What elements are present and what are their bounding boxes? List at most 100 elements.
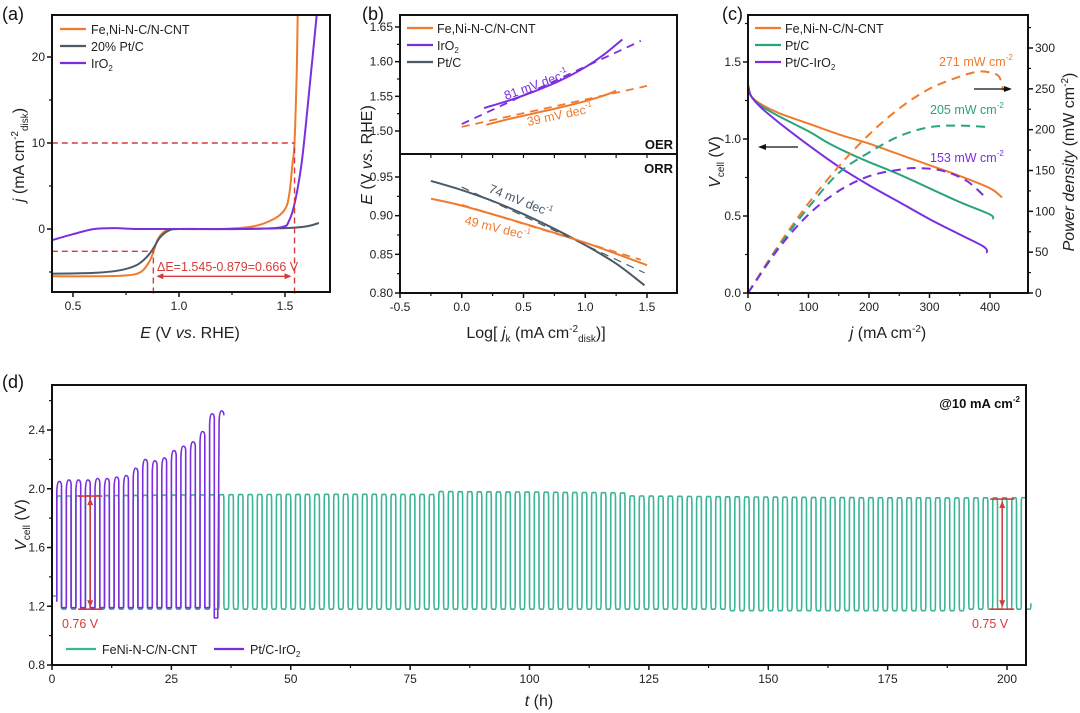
panel-c-right-ytick-label: 200	[1035, 123, 1055, 137]
panel-a-lsv-chart: 0.5 1.0 1.5 0 10 20 Fe,Ni-N-C/N-CNT 20% Pt/C …	[10, 14, 331, 342]
series-line-20-pt-c	[52, 222, 320, 275]
panel-b-legend: Fe,Ni-N-C/N-CNT IrO2 Pt/C	[407, 22, 536, 70]
panel-d-current-density-label: @10 mA cm-2	[939, 395, 1020, 411]
panel-a-ticks: 0.5 1.0 1.5 0 10 20	[32, 50, 294, 313]
panel-a-xtick-label: 0.5	[65, 299, 82, 313]
panel-c-left-ytick-label: 0.5	[724, 209, 741, 223]
panel-b-xtick-label: -0.5	[390, 300, 411, 314]
panel-a-xtick-label: 1.0	[171, 299, 188, 313]
panel-d-ticks: 0 25 50 75 100 125 150 175 200 0.8 1.2 1.6 2.0 2.4	[28, 400, 1017, 686]
panel-c-x-axis-label: j (mA cm-2)	[848, 324, 926, 342]
panel-d-gap-end-label: 0.75 V	[972, 617, 1009, 631]
panel-b-iro2-slope: 81 mV dec-1	[502, 65, 571, 103]
tafel-fit-dashed-line	[461, 40, 642, 125]
panel-d-ytick-label: 1.6	[28, 541, 45, 555]
panel-c-right-ytick-label: 150	[1035, 164, 1055, 178]
legend-label-iro2: IrO2	[437, 39, 459, 55]
panel-c-right-ytick-label: 50	[1035, 245, 1049, 259]
panel-c-left-ytick-label: 1.5	[724, 55, 741, 69]
panel-b-oer-ytick-label: 1.65	[370, 20, 394, 34]
panel-d-ytick-label: 2.0	[28, 482, 45, 496]
delta-e-arrow-left-head-icon	[156, 273, 164, 280]
series-line-pt-c-power	[747, 124, 991, 294]
panel-b-orr-ytick-label: 0.90	[370, 209, 394, 223]
panel-c-left-ytick-label: 0.0	[724, 286, 741, 300]
panel-a-series	[52, 15, 320, 278]
panel-d-xtick-label: 0	[49, 672, 56, 686]
panel-c-y-right-axis-label: Power density (mW cm-2)	[1060, 73, 1078, 252]
panel-d-xtick-label: 175	[878, 672, 898, 686]
series-line-iro2	[52, 15, 318, 242]
panel-b-oer-ytick-label: 1.60	[370, 55, 394, 69]
panel-c-legend: Fe,Ni-N-C/N-CNT Pt/C Pt/C-IrO2	[755, 22, 884, 72]
panel-b-oer-ytick-label: 1.50	[370, 124, 394, 138]
panel-d-xtick-label: 150	[758, 672, 778, 686]
panel-c-xtick-label: 100	[798, 300, 818, 314]
panel-c-polarization-chart: 0 100 200 300 400 0.0 0.5 1.0 1.5 0 50 100 150 200 250…	[707, 14, 1078, 342]
panel-c-right-ytick-label: 0	[1035, 286, 1042, 300]
legend-label-ptc-iro2: Pt/C-IrO2	[785, 56, 836, 72]
panel-b-oer-ytick-label: 1.55	[370, 89, 394, 103]
delta-e-arrow-right-head-icon	[284, 273, 292, 280]
panel-a-delta-e-annotation: ΔE=1.545-0.879=0.666 V	[157, 260, 299, 274]
series-line-orr-fe-ni-n-c-n-cnt	[430, 197, 648, 267]
panel-d-ytick-label: 0.8	[28, 658, 45, 672]
gap-marker-down-arrow-icon	[87, 600, 94, 608]
panel-d-x-axis-label: t (h)	[525, 693, 553, 710]
panel-d-xtick-label: 75	[403, 672, 417, 686]
tafel-fit-dashed-line	[461, 203, 642, 261]
panel-a-x-axis-label: E (V vs. RHE)	[140, 325, 240, 342]
panel-d-xtick-label: 200	[997, 672, 1017, 686]
panel-b-orr-ytick-label: 0.85	[370, 247, 394, 261]
panel-d-legend: FeNi-N-C/N-CNT Pt/C-IrO2	[66, 643, 301, 659]
panel-c-left-ytick-label: 1.0	[724, 132, 741, 146]
gap-marker-down-arrow-icon	[999, 600, 1006, 608]
panel-b-xtick-label: 1.5	[639, 300, 656, 314]
panel-d-ytick-label: 1.2	[28, 599, 45, 613]
panel-c-peak-fenicnt: 271 mW cm-2	[939, 53, 1013, 69]
panel-b-orr-ytick-label: 0.80	[370, 286, 394, 300]
series-line-pt-c-iro2-power	[747, 167, 985, 294]
legend-label-fenicnt: FeNi-N-C/N-CNT	[102, 643, 197, 657]
panel-d-series	[52, 410, 1032, 619]
panel-b-y-axis-label: E (V vs. RHE)	[359, 105, 376, 205]
panel-label-b: (b)	[362, 4, 384, 24]
series-line-fe-ni-n-c-n-cnt	[52, 15, 299, 278]
panel-d-frame	[51, 384, 1027, 666]
panel-a-reference-lines	[51, 142, 296, 294]
panel-b-ticks: -0.5 0.0 0.5 1.0 1.5 1.50 1.55 1.60 1.65 0.80 0.85…	[370, 20, 656, 314]
panel-c-ticks: 0 100 200 300 400 0.0 0.5 1.0 1.5 0 50 100 150 200 250…	[724, 22, 1055, 314]
panel-d-cycling-chart: 0 25 50 75 100 125 150 175 200 0.8 1.2 1.6 2.0 2.4 @1…	[13, 384, 1032, 710]
panel-c-right-ytick-label: 250	[1035, 82, 1055, 96]
panel-a-y-axis-label: j (mA cm-2disk)	[10, 108, 31, 204]
panel-d-xtick-label: 50	[284, 672, 298, 686]
panel-d-voltage-gap-markers	[78, 495, 1015, 610]
panel-d-xtick-label: 25	[165, 672, 179, 686]
legend-label-ptc: Pt/C	[785, 39, 809, 53]
left-axis-arrow-icon	[758, 144, 798, 150]
series-line-oer-iro2	[483, 38, 623, 110]
panel-b-xtick-label: 0.0	[453, 300, 470, 314]
panel-c-right-ytick-label: 300	[1035, 41, 1055, 55]
panel-label-c: (c)	[722, 4, 743, 24]
panel-c-right-ytick-label: 100	[1035, 204, 1055, 218]
panel-label-a: (a)	[2, 4, 24, 24]
panel-b-tafel-chart: -0.5 0.0 0.5 1.0 1.5 1.50 1.55 1.60 1.65 0.80 0.85…	[359, 14, 678, 345]
legend-label-fenicnt: Fe,Ni-N-C/N-CNT	[437, 22, 536, 36]
panel-d-gap-start-label: 0.76 V	[62, 617, 99, 631]
panel-b-series	[430, 38, 648, 287]
legend-label-ptc-iro2: Pt/C-IrO2	[250, 643, 301, 659]
panel-b-xtick-label: 0.5	[515, 300, 532, 314]
gap-marker-up-arrow-icon	[87, 498, 94, 506]
panel-a-legend: Fe,Ni-N-C/N-CNT 20% Pt/C IrO2	[60, 23, 190, 73]
panel-d-xtick-label: 125	[639, 672, 659, 686]
panel-c-xtick-label: 400	[980, 300, 1000, 314]
series-line-orr-pt-c	[430, 179, 646, 287]
series-line-fe-ni-n-c-n-cnt-power	[747, 70, 1005, 294]
panel-label-d: (d)	[2, 372, 24, 392]
legend-label-ptc: Pt/C	[437, 56, 461, 70]
series-line-fe-ni-n-c-n-cnt	[747, 84, 1003, 199]
panel-c-frame	[747, 14, 1029, 294]
panel-b-orr-label: ORR	[644, 161, 674, 176]
